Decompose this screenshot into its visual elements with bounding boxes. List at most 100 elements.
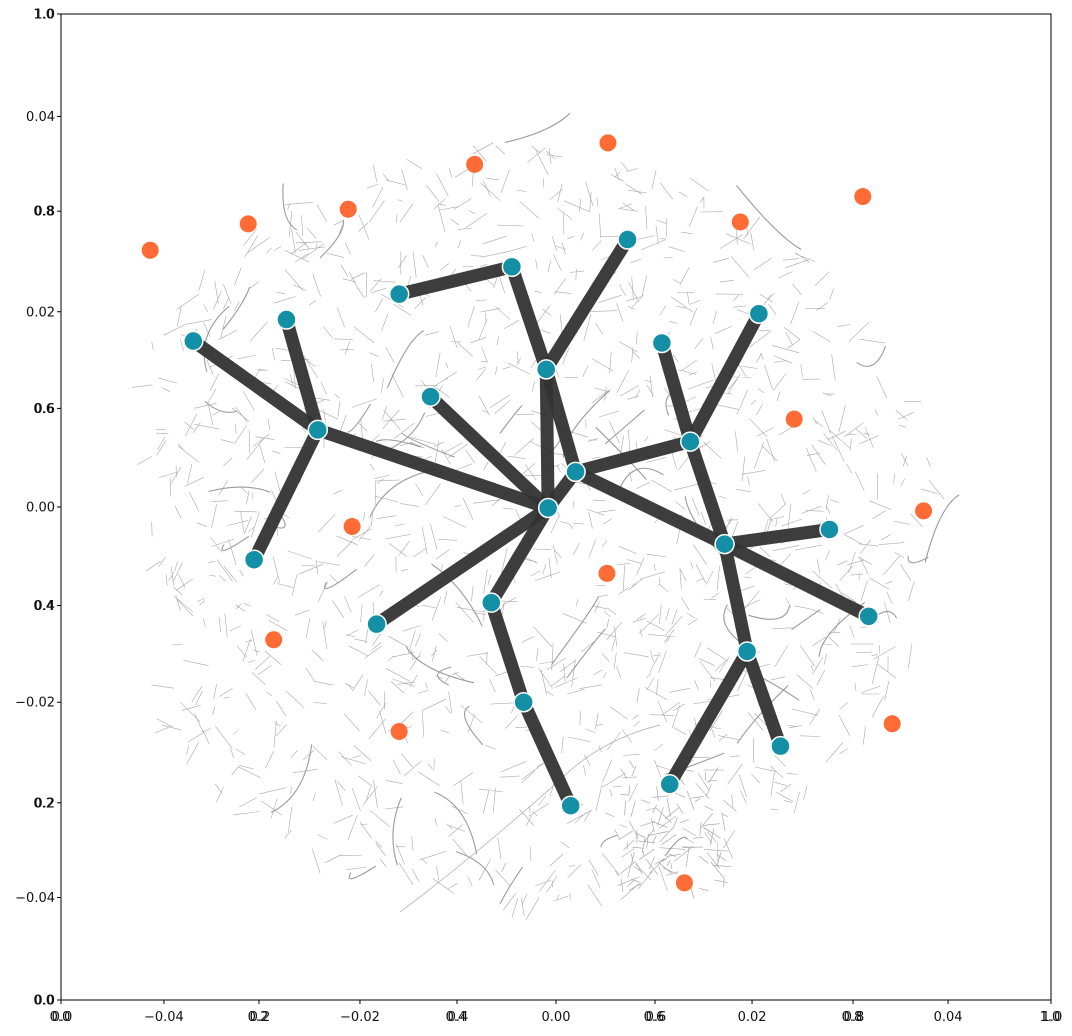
hub-node-17 xyxy=(819,519,840,540)
hub-link-18 xyxy=(718,542,754,653)
hub-link-15 xyxy=(684,439,731,547)
x-tick-label-4: 0.04 xyxy=(934,1010,963,1025)
x-tick-label-0: −0.04 xyxy=(144,1010,184,1025)
hub-link-3 xyxy=(248,427,324,563)
x-tick-label-3: 0.02 xyxy=(738,1010,767,1025)
demand-point-4 xyxy=(599,134,617,152)
hub-node-2 xyxy=(388,283,410,305)
overlay-y-tick-label-0: 1.0 xyxy=(34,8,55,23)
hub-nodes xyxy=(183,229,879,816)
y-tick-label-3: −0.02 xyxy=(15,696,55,711)
demand-point-6 xyxy=(854,188,872,206)
hub-link-21 xyxy=(485,600,530,705)
hub-link-23 xyxy=(664,648,753,788)
overlay-y-tick-label-4: 0.6 xyxy=(34,402,55,417)
overlay-x-tick-label-7: 0.6 xyxy=(646,1010,667,1025)
hub-link-2 xyxy=(315,423,551,515)
demand-point-8 xyxy=(915,502,933,520)
hub-node-19 xyxy=(513,691,534,713)
demand-point-1 xyxy=(239,215,257,233)
hub-node-9 xyxy=(748,303,770,324)
overlay-y-tick-label-1: 1.0 xyxy=(33,8,54,23)
overlay-y-tick-label-11: 0.0 xyxy=(33,994,54,1009)
hub-link-11 xyxy=(573,435,692,479)
demand-point-10 xyxy=(598,564,616,582)
y-tick-label-1: 0.02 xyxy=(26,305,55,320)
demand-points xyxy=(141,134,933,892)
hub-node-10 xyxy=(537,497,559,519)
hub-node-3 xyxy=(501,256,523,278)
overlay-x-tick-label-8: 0.8 xyxy=(842,1010,863,1025)
hub-link-19 xyxy=(372,502,552,630)
overlay-x-tick-label-1: 0.0 xyxy=(52,1010,73,1025)
hub-node-21 xyxy=(560,795,581,816)
hub-node-7 xyxy=(535,359,557,380)
overlay-x-tick-label-5: 0.4 xyxy=(448,1010,469,1025)
hub-link-12 xyxy=(572,466,728,550)
hub-link-22 xyxy=(517,699,577,809)
hub-link-24 xyxy=(741,649,787,749)
hub-node-23 xyxy=(770,735,791,757)
hub-link-5 xyxy=(397,260,514,301)
y-tick-label-4: −0.04 xyxy=(15,891,55,906)
hub-node-8 xyxy=(651,332,673,354)
hub-link-16 xyxy=(723,523,831,551)
overlay-y-tick-label-9: 0.2 xyxy=(33,796,54,811)
overlay-x-tick-label-10: 1.0 xyxy=(1040,1010,1061,1025)
hub-link-9 xyxy=(539,367,582,474)
hub-link-20 xyxy=(485,504,554,607)
demand-point-2 xyxy=(339,200,357,218)
x-tick-label-2: 0.00 xyxy=(542,1010,571,1025)
hub-node-14 xyxy=(366,613,387,635)
demand-point-11 xyxy=(265,631,283,649)
demand-point-14 xyxy=(675,874,693,892)
demand-point-13 xyxy=(883,715,901,733)
hub-node-15 xyxy=(481,592,502,613)
overlay-x-tick-label-9: 0.8 xyxy=(844,1010,865,1025)
overlay-x-tick-label-11: 1.0 xyxy=(1042,1010,1063,1025)
y-tick-label-2: 0.00 xyxy=(26,501,55,516)
overlay-x-tick-label-2: 0.2 xyxy=(248,1010,269,1025)
hub-link-14 xyxy=(684,310,765,445)
street-segments-south xyxy=(399,724,737,913)
overlay-x-tick-label-6: 0.6 xyxy=(644,1010,665,1025)
hub-node-1 xyxy=(276,309,297,330)
hub-node-16 xyxy=(714,533,735,555)
demand-point-5 xyxy=(731,213,749,231)
demand-point-0 xyxy=(141,241,159,259)
overlay-x-tick-label-0: 0.0 xyxy=(50,1010,71,1025)
hub-link-1 xyxy=(280,317,325,432)
overlay-y-tick-label-7: 0.4 xyxy=(33,599,54,614)
x-tick-label-1: −0.02 xyxy=(340,1010,380,1025)
y-tick-label-0: 0.04 xyxy=(26,110,55,125)
hub-node-11 xyxy=(565,461,586,483)
hub-link-6 xyxy=(505,264,553,372)
overlay-y-tick-label-8: 0.2 xyxy=(34,796,55,811)
hub-node-18 xyxy=(858,606,879,627)
overlay-y-tick-label-2: 0.8 xyxy=(34,205,55,220)
hub-node-20 xyxy=(736,641,758,662)
demand-point-7 xyxy=(785,410,803,428)
hub-node-12 xyxy=(680,431,701,452)
overlay-x-tick-label-3: 0.2 xyxy=(250,1010,271,1025)
hub-node-0 xyxy=(183,330,204,352)
overlay-y-tick-label-3: 0.8 xyxy=(33,205,54,220)
hub-node-5 xyxy=(307,419,329,441)
hub-link-17 xyxy=(721,538,872,623)
overlay-y-tick-label-10: 0.0 xyxy=(34,994,55,1009)
demand-point-12 xyxy=(390,723,408,741)
hub-link-0 xyxy=(189,335,322,436)
overlay-y-tick-label-5: 0.6 xyxy=(33,402,54,417)
hub-node-22 xyxy=(659,774,680,795)
demand-point-3 xyxy=(466,155,484,173)
demand-point-9 xyxy=(343,518,361,536)
overlay-x-tick-label-4: 0.4 xyxy=(446,1010,467,1025)
hub-node-6 xyxy=(420,386,441,407)
hub-link-13 xyxy=(655,341,697,444)
hub-node-4 xyxy=(617,229,638,250)
hub-link-7 xyxy=(540,236,634,373)
axis-ticks: −0.04 −0.02 0.00 0.02 0.04 0.04 0.02 0.00 −0.02 −… xyxy=(15,8,1062,1026)
overlay-y-tick-label-6: 0.4 xyxy=(34,599,55,614)
